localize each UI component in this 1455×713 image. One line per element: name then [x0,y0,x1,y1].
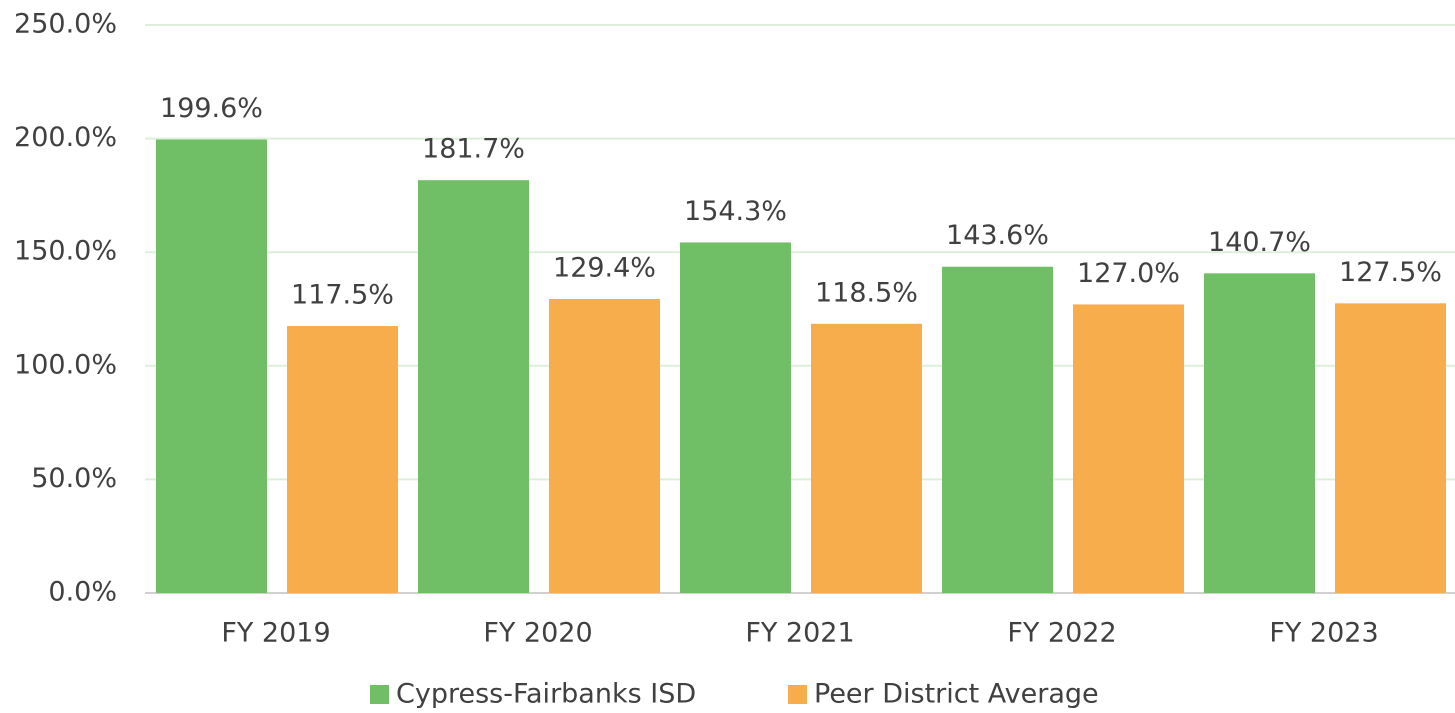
value-label: 181.7% [422,134,525,165]
value-label: 129.4% [553,253,656,284]
legend-label: Peer District Average [814,679,1099,710]
value-label: 199.6% [160,93,263,124]
x-tick-label: FY 2023 [1269,618,1378,649]
bar [156,139,267,594]
legend-swatch [788,685,807,704]
y-tick-label: 200.0% [14,122,117,153]
y-tick-label: 100.0% [14,349,117,380]
bar [1204,273,1315,593]
bar [549,299,660,593]
value-label: 117.5% [291,280,394,311]
y-tick-label: 250.0% [14,9,117,40]
value-label: 118.5% [815,277,918,308]
legend-label: Cypress-Fairbanks ISD [396,679,696,710]
value-label: 127.5% [1339,257,1442,288]
value-label: 127.0% [1077,258,1180,289]
bar [418,180,529,593]
bar [680,242,791,593]
x-tick-label: FY 2022 [1007,618,1116,649]
y-tick-label: 0.0% [48,577,117,608]
x-tick-label: FY 2020 [483,618,592,649]
y-tick-label: 150.0% [14,236,117,267]
bar [287,326,398,593]
bar [1073,304,1184,593]
value-label: 140.7% [1208,227,1311,258]
x-tick-label: FY 2019 [221,618,330,649]
y-tick-label: 50.0% [31,463,117,494]
x-tick-label: FY 2021 [745,618,854,649]
bar [1335,303,1446,593]
legend-swatch [370,685,389,704]
value-label: 143.6% [946,220,1049,251]
value-label: 154.3% [684,196,787,227]
bar [942,266,1053,593]
bar [811,323,922,593]
